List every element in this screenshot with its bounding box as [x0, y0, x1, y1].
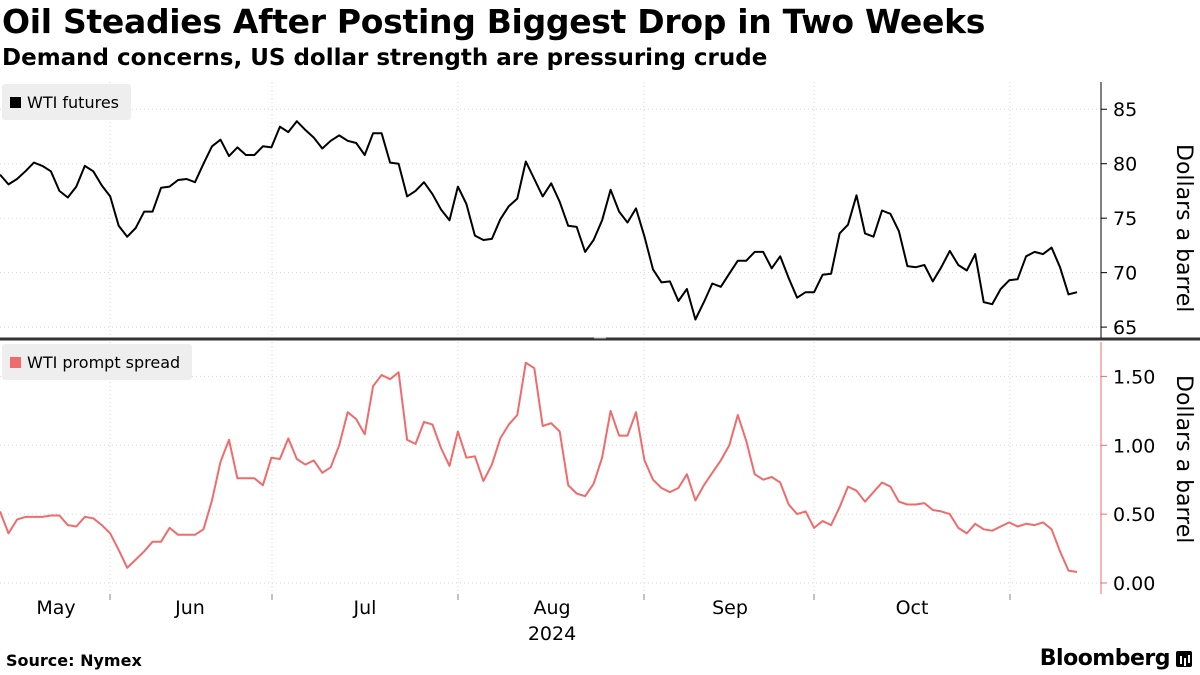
top-y-axis-label: Dollars a barrel	[1171, 144, 1196, 313]
source-note: Source: Nymex	[6, 651, 142, 670]
legend-wti-futures: WTI futures	[2, 84, 131, 120]
x-axis-year: 2024	[527, 623, 577, 645]
x-tick-label: Jul	[353, 597, 377, 619]
y-tick-label: 65	[1113, 317, 1137, 339]
y-tick-label: 0.00	[1113, 573, 1155, 595]
legend-swatch-red	[10, 356, 21, 368]
y-tick-label: 85	[1113, 99, 1137, 121]
bloomberg-terminal-icon	[1176, 650, 1192, 667]
x-tick-label: Oct	[895, 597, 929, 619]
legend-wti-prompt-spread: WTI prompt spread	[2, 344, 193, 380]
chart-title: Oil Steadies After Posting Biggest Drop …	[2, 2, 986, 41]
x-tick-label: Sep	[712, 597, 748, 619]
y-tick-label: 1.50	[1113, 366, 1155, 388]
wti-prompt-spread-line	[0, 361, 1078, 573]
y-tick-label: 75	[1113, 208, 1137, 230]
top-y-axis: 65 70 75 80 85	[1100, 82, 1137, 339]
wti-futures-line	[0, 120, 1078, 321]
y-tick-label: 0.50	[1113, 504, 1155, 526]
bottom-y-axis-label: Dollars a barrel	[1171, 375, 1196, 544]
x-tick-label: May	[36, 597, 76, 619]
chart-subtitle: Demand concerns, US dollar strength are …	[2, 45, 768, 71]
legend-label: WTI prompt spread	[27, 352, 181, 372]
bloomberg-logo: Bloomberg	[1040, 646, 1192, 671]
y-tick-label: 80	[1113, 154, 1137, 176]
x-tick-label: Aug	[533, 597, 571, 619]
x-tick-label: Jun	[175, 597, 205, 619]
y-tick-label: 1.00	[1113, 435, 1155, 457]
top-panel-gridlines	[0, 82, 1101, 338]
bottom-y-axis: 0.00 0.50 1.00 1.50	[109, 342, 1155, 600]
legend-label: WTI futures	[27, 92, 119, 112]
legend-swatch-black	[10, 96, 21, 108]
brand-text: Bloomberg	[1039, 646, 1171, 671]
y-tick-label: 70	[1113, 263, 1137, 285]
